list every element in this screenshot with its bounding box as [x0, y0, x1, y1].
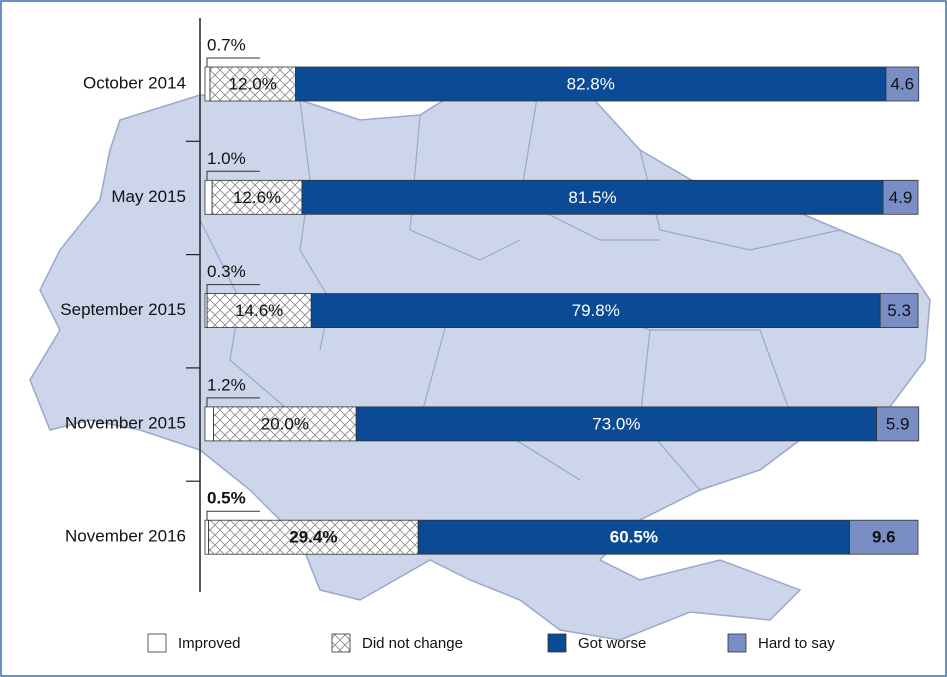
value-label: 5.3: [887, 301, 911, 320]
legend-label: Hard to say: [758, 635, 835, 652]
bar-segment: [879, 293, 919, 329]
bar-segment: [876, 406, 920, 442]
value-label: 14.6%: [235, 301, 283, 320]
value-label: 29.4%: [289, 528, 337, 547]
value-label: 1.2%: [207, 375, 246, 394]
legend-label: Got worse: [578, 635, 646, 652]
leader-line: [206, 284, 260, 294]
value-label: 82.8%: [567, 74, 615, 93]
category-label: May 2015: [111, 187, 186, 206]
value-label: 5.9: [886, 414, 910, 433]
legend-label: Improved: [178, 635, 241, 652]
leader-line: [206, 57, 260, 67]
bar-segment: [849, 519, 919, 555]
value-label: 4.9: [889, 188, 913, 207]
value-label: 20.0%: [261, 414, 309, 433]
bar-segment: [295, 66, 887, 102]
value-label: 0.5%: [207, 489, 246, 508]
category-label: September 2015: [60, 300, 186, 319]
background-map: [29, 79, 931, 641]
leader-line: [206, 510, 260, 521]
value-label: 81.5%: [568, 188, 616, 207]
bar-segment: [211, 179, 303, 215]
leader-line: [206, 397, 260, 407]
legend-swatch: [147, 633, 167, 653]
bar-segment: [213, 406, 357, 442]
legend-swatch: [547, 633, 567, 653]
bar-segment: [204, 519, 209, 555]
bar-segment: [301, 179, 884, 215]
value-label: 60.5%: [610, 528, 658, 547]
legend-swatch: [727, 633, 747, 653]
bar-segment: [355, 406, 878, 442]
value-label: 9.6: [872, 528, 896, 547]
bar-segment: [885, 66, 920, 102]
bar-segment: [204, 179, 213, 215]
category-label: October 2014: [83, 73, 186, 92]
value-label: 0.3%: [207, 262, 246, 281]
legend-swatch: [331, 633, 351, 653]
bar-segment: [417, 519, 850, 555]
bar-segment: [209, 66, 296, 102]
legend-label: Did not change: [362, 635, 463, 652]
value-label: 12.0%: [229, 74, 277, 93]
value-label: 73.0%: [592, 414, 640, 433]
bar-segment: [310, 293, 881, 329]
bar-segment: [208, 519, 419, 555]
value-label: 1.0%: [207, 149, 246, 168]
category-label: November 2015: [65, 413, 186, 432]
value-label: 12.6%: [233, 188, 281, 207]
value-label: 4.6: [890, 74, 914, 93]
bar-segment: [204, 406, 214, 442]
value-label: 0.7%: [207, 35, 246, 54]
bar-segment: [204, 66, 211, 102]
leader-line: [206, 170, 260, 181]
bar-segment: [206, 293, 312, 329]
category-label: November 2016: [65, 527, 186, 546]
bar-segment: [882, 179, 919, 215]
value-label: 79.8%: [572, 301, 620, 320]
